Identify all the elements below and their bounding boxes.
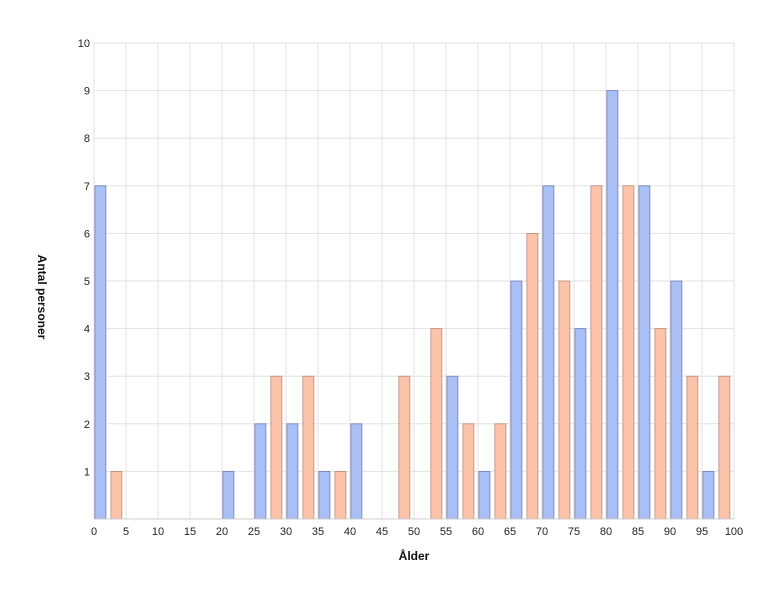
bar bbox=[398, 375, 411, 520]
y-tick-label: 9 bbox=[84, 86, 90, 98]
bar bbox=[558, 280, 571, 520]
y-tick-label: 6 bbox=[84, 228, 90, 240]
bar bbox=[350, 423, 363, 520]
bar bbox=[478, 470, 491, 520]
x-tick-label: 75 bbox=[568, 526, 580, 538]
x-tick-label: 85 bbox=[632, 526, 644, 538]
y-tick-label: 5 bbox=[84, 276, 90, 288]
x-tick-label: 50 bbox=[408, 526, 420, 538]
bar bbox=[574, 328, 587, 520]
bar bbox=[270, 375, 283, 520]
x-tick-label: 70 bbox=[536, 526, 548, 538]
bar bbox=[654, 328, 667, 520]
x-tick-label: 65 bbox=[504, 526, 516, 538]
y-tick-label: 1 bbox=[84, 466, 90, 478]
x-tick-label: 35 bbox=[312, 526, 324, 538]
x-tick-label: 0 bbox=[91, 526, 97, 538]
x-tick-label: 15 bbox=[184, 526, 196, 538]
x-tick-label: 40 bbox=[344, 526, 356, 538]
bar bbox=[446, 375, 459, 520]
bar bbox=[254, 423, 267, 520]
x-tick-label: 55 bbox=[440, 526, 452, 538]
x-tick-label: 5 bbox=[123, 526, 129, 538]
bar bbox=[718, 375, 731, 520]
bar bbox=[462, 423, 475, 520]
bar bbox=[494, 423, 507, 520]
y-tick-label: 4 bbox=[84, 324, 90, 336]
y-tick-label: 8 bbox=[84, 133, 90, 145]
bar bbox=[590, 185, 603, 520]
bar bbox=[542, 185, 555, 520]
x-tick-label: 20 bbox=[216, 526, 228, 538]
bar bbox=[702, 470, 715, 520]
bar bbox=[94, 185, 107, 520]
x-tick-label: 90 bbox=[664, 526, 676, 538]
y-axis-label: Antal personer bbox=[35, 254, 49, 340]
x-tick-label: 45 bbox=[376, 526, 388, 538]
y-tick-label: 2 bbox=[84, 419, 90, 431]
bar bbox=[510, 280, 523, 520]
x-tick-label: 30 bbox=[280, 526, 292, 538]
x-tick-label: 80 bbox=[600, 526, 612, 538]
bar bbox=[622, 185, 635, 520]
bar bbox=[670, 280, 683, 520]
x-axis-label: Ålder bbox=[398, 549, 430, 563]
x-tick-label: 10 bbox=[152, 526, 164, 538]
bar bbox=[526, 232, 539, 520]
y-tick-label: 10 bbox=[78, 38, 90, 50]
bar bbox=[318, 470, 331, 520]
bar bbox=[606, 90, 619, 520]
bar bbox=[430, 328, 443, 520]
y-tick-label: 3 bbox=[84, 371, 90, 383]
bar bbox=[334, 470, 347, 520]
y-tick-label: 7 bbox=[84, 181, 90, 193]
bar bbox=[302, 375, 315, 520]
bar bbox=[286, 423, 299, 520]
bar bbox=[638, 185, 651, 520]
bar bbox=[686, 375, 699, 520]
x-tick-label: 25 bbox=[248, 526, 260, 538]
x-tick-label: 100 bbox=[725, 526, 743, 538]
bar bbox=[110, 470, 123, 520]
bar bbox=[222, 470, 235, 520]
x-tick-label: 60 bbox=[472, 526, 484, 538]
x-tick-label: 95 bbox=[696, 526, 708, 538]
